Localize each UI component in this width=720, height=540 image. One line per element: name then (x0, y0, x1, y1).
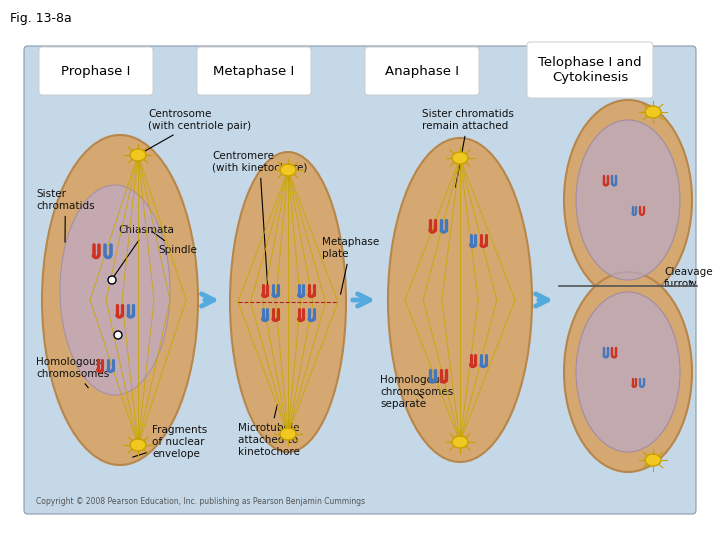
Text: Metaphase I: Metaphase I (213, 64, 294, 78)
Text: Centromere
(with kinetochore): Centromere (with kinetochore) (212, 151, 307, 289)
Ellipse shape (130, 149, 146, 161)
Text: Cleavage
furrow: Cleavage furrow (664, 267, 713, 289)
Ellipse shape (280, 164, 296, 176)
Ellipse shape (576, 292, 680, 452)
Ellipse shape (645, 106, 661, 118)
Text: Homologous
chromosomes: Homologous chromosomes (36, 357, 109, 388)
Ellipse shape (114, 331, 122, 339)
Ellipse shape (564, 100, 692, 300)
Text: Copyright © 2008 Pearson Education, Inc. publishing as Pearson Benjamin Cummings: Copyright © 2008 Pearson Education, Inc.… (36, 497, 365, 506)
Ellipse shape (564, 272, 692, 472)
FancyBboxPatch shape (24, 46, 696, 514)
Ellipse shape (576, 120, 680, 280)
Ellipse shape (130, 439, 146, 451)
Text: Prophase I: Prophase I (61, 64, 131, 78)
Text: Microtubule
attached to
kinetochore: Microtubule attached to kinetochore (238, 404, 300, 457)
Text: Telophase I and
Cytokinesis: Telophase I and Cytokinesis (538, 56, 642, 84)
Ellipse shape (230, 152, 346, 452)
FancyBboxPatch shape (365, 47, 479, 95)
Text: Spindle: Spindle (152, 232, 197, 255)
Text: Fragments
of nuclear
envelope: Fragments of nuclear envelope (132, 426, 207, 458)
Text: Chiasmata: Chiasmata (112, 225, 174, 280)
Text: Sister
chromatids: Sister chromatids (36, 189, 94, 242)
Text: Metaphase
plate: Metaphase plate (322, 237, 379, 294)
Ellipse shape (280, 428, 296, 440)
Ellipse shape (452, 436, 468, 448)
Text: Homologous
chromosomes
separate: Homologous chromosomes separate (380, 375, 454, 409)
Ellipse shape (60, 185, 170, 395)
Ellipse shape (452, 152, 468, 164)
Text: Anaphase I: Anaphase I (385, 64, 459, 78)
Ellipse shape (108, 276, 116, 284)
Ellipse shape (388, 138, 532, 462)
Text: Centrosome
(with centriole pair): Centrosome (with centriole pair) (140, 109, 251, 153)
FancyBboxPatch shape (39, 47, 153, 95)
Text: Fig. 13-8a: Fig. 13-8a (10, 12, 72, 25)
FancyBboxPatch shape (197, 47, 311, 95)
Ellipse shape (42, 135, 198, 465)
Ellipse shape (645, 454, 661, 466)
Text: Sister chromatids
remain attached: Sister chromatids remain attached (422, 109, 514, 187)
FancyBboxPatch shape (527, 42, 653, 98)
